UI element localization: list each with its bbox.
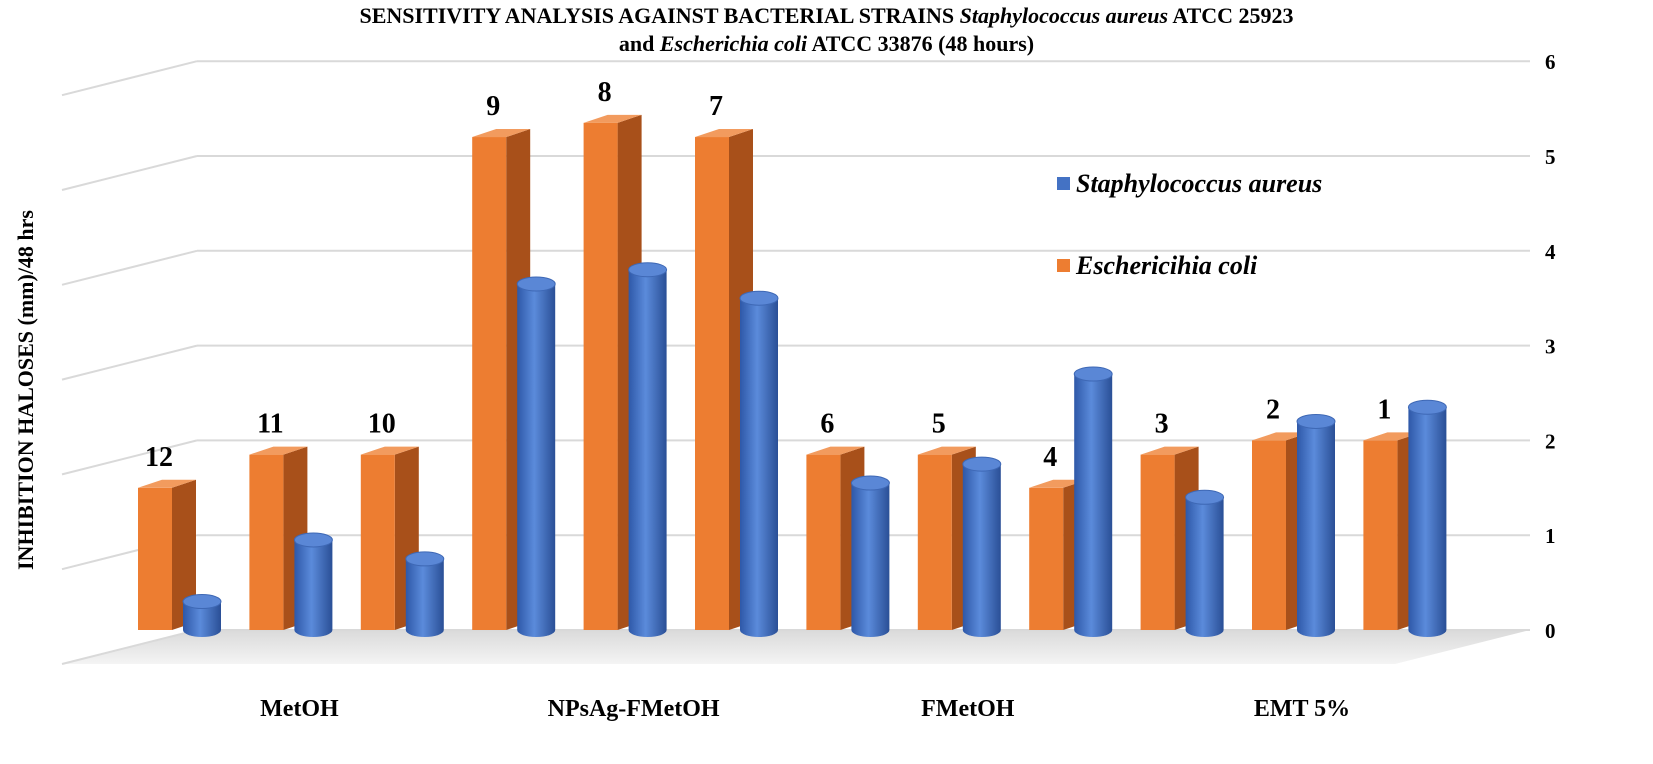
bar-ecoli bbox=[695, 137, 729, 631]
bar-saureus bbox=[740, 298, 778, 637]
y-tick-label: 5 bbox=[1545, 145, 1556, 169]
group-labels: MetOH NPsAg-FMetOH FMetOH EMT 5% bbox=[260, 696, 1350, 722]
y-tick-label: 0 bbox=[1545, 619, 1556, 643]
bar-ecoli bbox=[1252, 440, 1286, 630]
bar-ecoli bbox=[472, 137, 507, 631]
category-label: 2 bbox=[1266, 394, 1280, 425]
bar-saureus bbox=[405, 558, 444, 638]
bar-ecoli-top bbox=[1252, 432, 1310, 441]
gridline-side bbox=[61, 249, 198, 286]
floor bbox=[62, 630, 1530, 664]
title-text: ATCC 25923 bbox=[1172, 3, 1294, 28]
bar-saureus-top bbox=[962, 456, 1002, 472]
bar-ecoli-top bbox=[472, 129, 531, 138]
bar-saureus bbox=[851, 483, 890, 638]
y-tick-label: 4 bbox=[1545, 240, 1556, 264]
bar-saureus bbox=[1297, 421, 1335, 637]
title-organism-2: Escherichia coli bbox=[659, 31, 808, 56]
group-label: MetOH bbox=[260, 696, 339, 722]
bar-saureus-top bbox=[739, 290, 779, 306]
category-label: 5 bbox=[932, 409, 946, 440]
bar-ecoli bbox=[249, 454, 284, 630]
gridline-side bbox=[61, 60, 198, 97]
bar-saureus-top bbox=[516, 276, 556, 292]
bar-ecoli-top bbox=[1140, 446, 1199, 455]
bars bbox=[138, 114, 1447, 638]
bar-ecoli-top bbox=[917, 446, 976, 455]
category-label: 8 bbox=[598, 77, 612, 108]
bar-ecoli-top bbox=[138, 479, 196, 488]
gridline-side bbox=[61, 344, 198, 381]
bar-saureus bbox=[628, 269, 667, 638]
bar-saureus bbox=[1408, 407, 1447, 638]
bar-saureus-top bbox=[1073, 366, 1113, 382]
bar-ecoli bbox=[1029, 487, 1064, 630]
bar-ecoli-top bbox=[1363, 432, 1422, 441]
bar-ecoli-top bbox=[806, 446, 865, 455]
chart-title-line-2: and Escherichia coli ATCC 33876 (48 hour… bbox=[0, 31, 1653, 57]
title-organism-1: Staphylococcus aureus bbox=[959, 3, 1169, 28]
category-label: 12 bbox=[145, 442, 173, 473]
category-label: 3 bbox=[1155, 409, 1169, 440]
bar-ecoli-top bbox=[249, 446, 308, 455]
y-axis-ticks: 0 1 2 3 4 5 6 bbox=[1545, 50, 1556, 643]
bar-ecoli-top bbox=[360, 446, 419, 455]
category-label: 1 bbox=[1377, 394, 1391, 425]
legend-label: Staphylococcus aureus bbox=[1076, 169, 1322, 198]
legend-label: Eschericihia coli bbox=[1075, 251, 1258, 280]
title-text: ATCC 33876 (48 hours) bbox=[811, 31, 1035, 56]
y-tick-label: 2 bbox=[1545, 429, 1556, 453]
legend-swatch bbox=[1057, 177, 1070, 190]
category-label: 10 bbox=[368, 409, 396, 440]
group-label: EMT 5% bbox=[1254, 696, 1350, 722]
legend: Staphylococcus aureus Eschericihia coli bbox=[1057, 169, 1322, 280]
bar-saureus-top bbox=[405, 551, 445, 567]
bar-saureus-top bbox=[628, 262, 668, 278]
bar-saureus-top bbox=[1185, 489, 1225, 505]
bar-saureus bbox=[517, 283, 556, 638]
title-text: SENSITIVITY ANALYSIS AGAINST BACTERIAL S… bbox=[359, 3, 955, 28]
bar-ecoli bbox=[138, 487, 172, 630]
bar-ecoli-side bbox=[172, 479, 196, 630]
bar-ecoli bbox=[360, 454, 395, 630]
bar-ecoli-top bbox=[1029, 479, 1088, 488]
category-label: 9 bbox=[486, 91, 500, 122]
category-labels: 12 11 10 9 8 7 6 5 4 3 2 1 bbox=[145, 77, 1391, 473]
bar-saureus-top bbox=[1296, 413, 1336, 429]
bar-saureus-top bbox=[850, 475, 890, 491]
bar-saureus-top bbox=[293, 532, 333, 548]
chart-title-line-1: SENSITIVITY ANALYSIS AGAINST BACTERIAL S… bbox=[0, 3, 1653, 29]
bar-ecoli bbox=[917, 454, 952, 630]
bar-saureus bbox=[183, 601, 221, 637]
bar-saureus-top bbox=[1407, 399, 1447, 415]
category-label: 7 bbox=[709, 91, 723, 122]
bar-ecoli bbox=[583, 122, 618, 630]
bar-saureus bbox=[962, 464, 1001, 638]
y-tick-label: 3 bbox=[1545, 335, 1556, 359]
y-tick-label: 6 bbox=[1545, 50, 1556, 74]
gridline-side bbox=[61, 629, 198, 665]
bar-saureus bbox=[1074, 374, 1113, 638]
bar-saureus bbox=[294, 539, 333, 637]
bar-ecoli-top bbox=[695, 129, 753, 138]
bar-ecoli-top bbox=[583, 114, 642, 123]
group-label: FMetOH bbox=[921, 696, 1015, 722]
category-label: 6 bbox=[820, 409, 834, 440]
category-label: 11 bbox=[257, 409, 283, 440]
y-tick-label: 1 bbox=[1545, 524, 1556, 548]
gridline-side bbox=[61, 439, 198, 476]
bar-saureus-top bbox=[182, 594, 222, 610]
title-text: and bbox=[618, 31, 655, 56]
group-label: NPsAg-FMetOH bbox=[548, 696, 720, 722]
bar-saureus bbox=[1185, 497, 1224, 638]
legend-swatch bbox=[1057, 259, 1070, 272]
gridline-side bbox=[61, 155, 198, 191]
bar-ecoli bbox=[806, 454, 841, 630]
bar-ecoli bbox=[1140, 454, 1175, 630]
bar-ecoli bbox=[1363, 440, 1398, 630]
category-label: 4 bbox=[1043, 442, 1057, 473]
